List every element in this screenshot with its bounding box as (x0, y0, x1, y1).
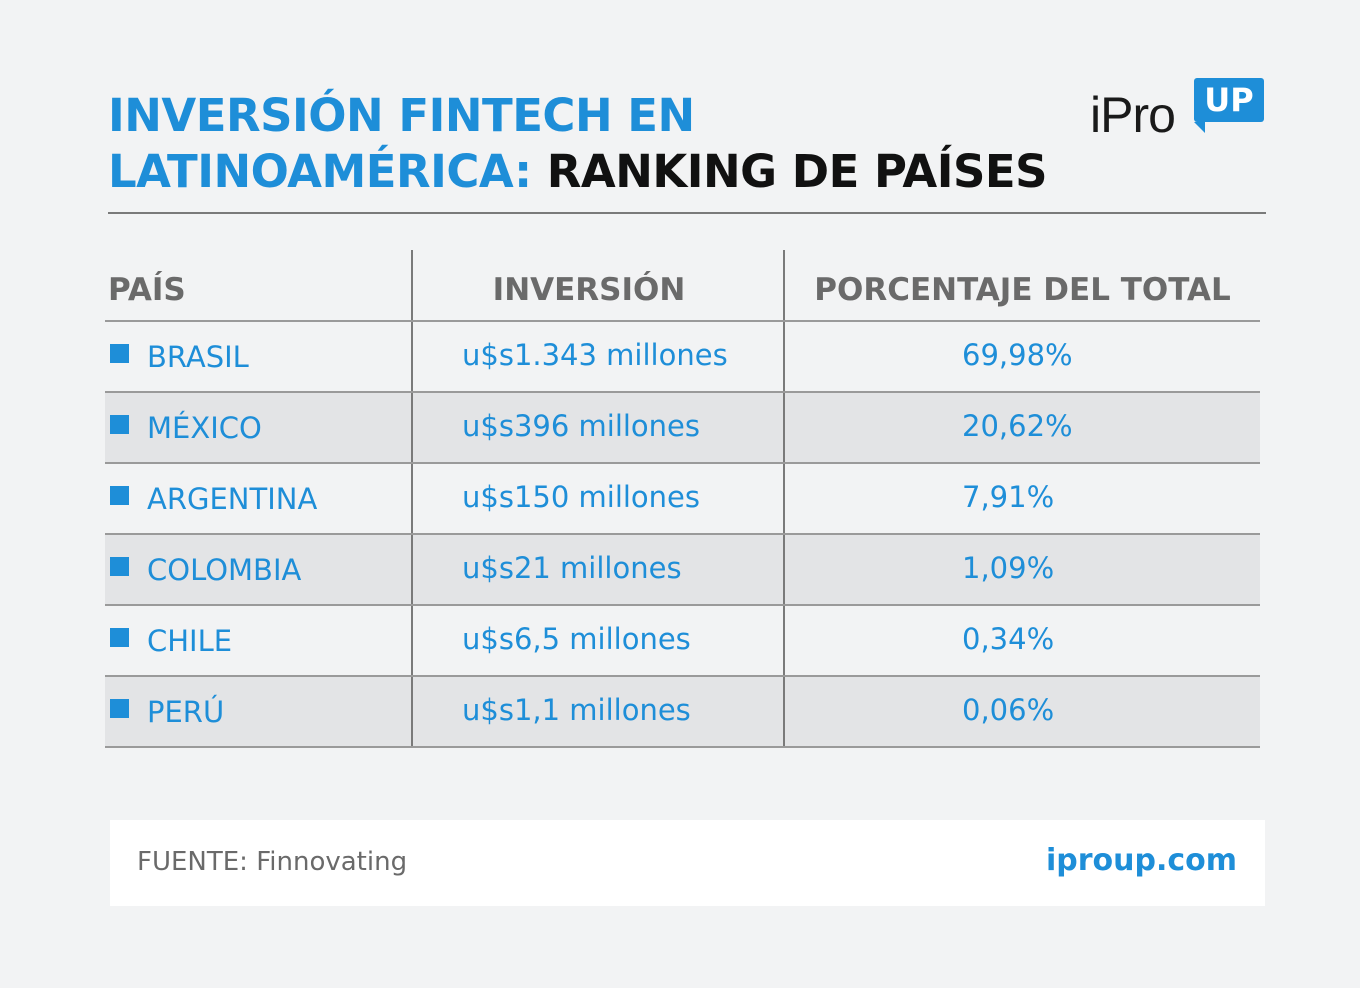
country-name: COLOMBIA (147, 552, 302, 587)
country-cell: MÉXICO (105, 393, 411, 462)
header-investment: INVERSIÓN (411, 250, 783, 320)
country-name: BRASIL (147, 339, 249, 374)
header-country: PAÍS (108, 272, 186, 308)
country-cell: COLOMBIA (105, 535, 411, 604)
iproup-logo: iPro UP (1090, 78, 1266, 143)
logo-badge-tail (1194, 122, 1205, 133)
country-cell: BRASIL (105, 322, 411, 391)
percent-cell: 69,98% (783, 322, 1260, 391)
site-link[interactable]: iproup.com (1045, 843, 1237, 878)
title-line-2-blue: LATINOAMÉRICA: (108, 145, 532, 198)
page-title: INVERSIÓN FINTECH EN LATINOAMÉRICA: RANK… (108, 88, 1048, 200)
bullet-square-icon (110, 486, 129, 505)
table-body: BRASIL u$s1.343 millones 69,98% MÉXICO u$s39… (105, 322, 1260, 748)
bullet-square-icon (110, 557, 129, 576)
title-line-1: INVERSIÓN FINTECH EN (108, 89, 695, 142)
table-row: ARGENTINA u$s150 millones 7,91% (105, 464, 1260, 535)
investment-cell: u$s6,5 millones (411, 606, 783, 675)
percent-cell: 20,62% (783, 393, 1260, 462)
title-line-2-dark: RANKING DE PAÍSES (546, 145, 1048, 198)
investment-cell: u$s150 millones (411, 464, 783, 533)
investment-cell: u$s21 millones (411, 535, 783, 604)
percent-cell: 7,91% (783, 464, 1260, 533)
table-header: PAÍS INVERSIÓN PORCENTAJE DEL TOTAL (105, 250, 1260, 322)
title-divider (108, 212, 1266, 214)
percent-cell: 0,06% (783, 677, 1260, 746)
percent-cell: 0,34% (783, 606, 1260, 675)
table-row: BRASIL u$s1.343 millones 69,98% (105, 322, 1260, 393)
country-name: CHILE (147, 623, 233, 658)
logo-badge: UP (1194, 78, 1264, 122)
country-cell: PERÚ (105, 677, 411, 746)
logo-text: iPro (1090, 87, 1176, 143)
country-cell: ARGENTINA (105, 464, 411, 533)
investment-cell: u$s1.343 millones (411, 322, 783, 391)
investment-cell: u$s396 millones (411, 393, 783, 462)
country-cell: CHILE (105, 606, 411, 675)
table-row: PERÚ u$s1,1 millones 0,06% (105, 677, 1260, 748)
bullet-square-icon (110, 344, 129, 363)
table-row: CHILE u$s6,5 millones 0,34% (105, 606, 1260, 677)
bullet-square-icon (110, 415, 129, 434)
country-name: ARGENTINA (147, 481, 318, 516)
percent-cell: 1,09% (783, 535, 1260, 604)
ranking-table: PAÍS INVERSIÓN PORCENTAJE DEL TOTAL BRAS… (105, 250, 1260, 748)
table-row: COLOMBIA u$s21 millones 1,09% (105, 535, 1260, 606)
country-name: MÉXICO (147, 410, 262, 445)
bullet-square-icon (110, 699, 129, 718)
footer: FUENTE: Finnovating iproup.com (110, 820, 1265, 906)
bullet-square-icon (110, 628, 129, 647)
header-percent: PORCENTAJE DEL TOTAL (783, 250, 1260, 320)
investment-cell: u$s1,1 millones (411, 677, 783, 746)
table-row: MÉXICO u$s396 millones 20,62% (105, 393, 1260, 464)
source-text: FUENTE: Finnovating (137, 847, 408, 877)
country-name: PERÚ (147, 694, 225, 729)
